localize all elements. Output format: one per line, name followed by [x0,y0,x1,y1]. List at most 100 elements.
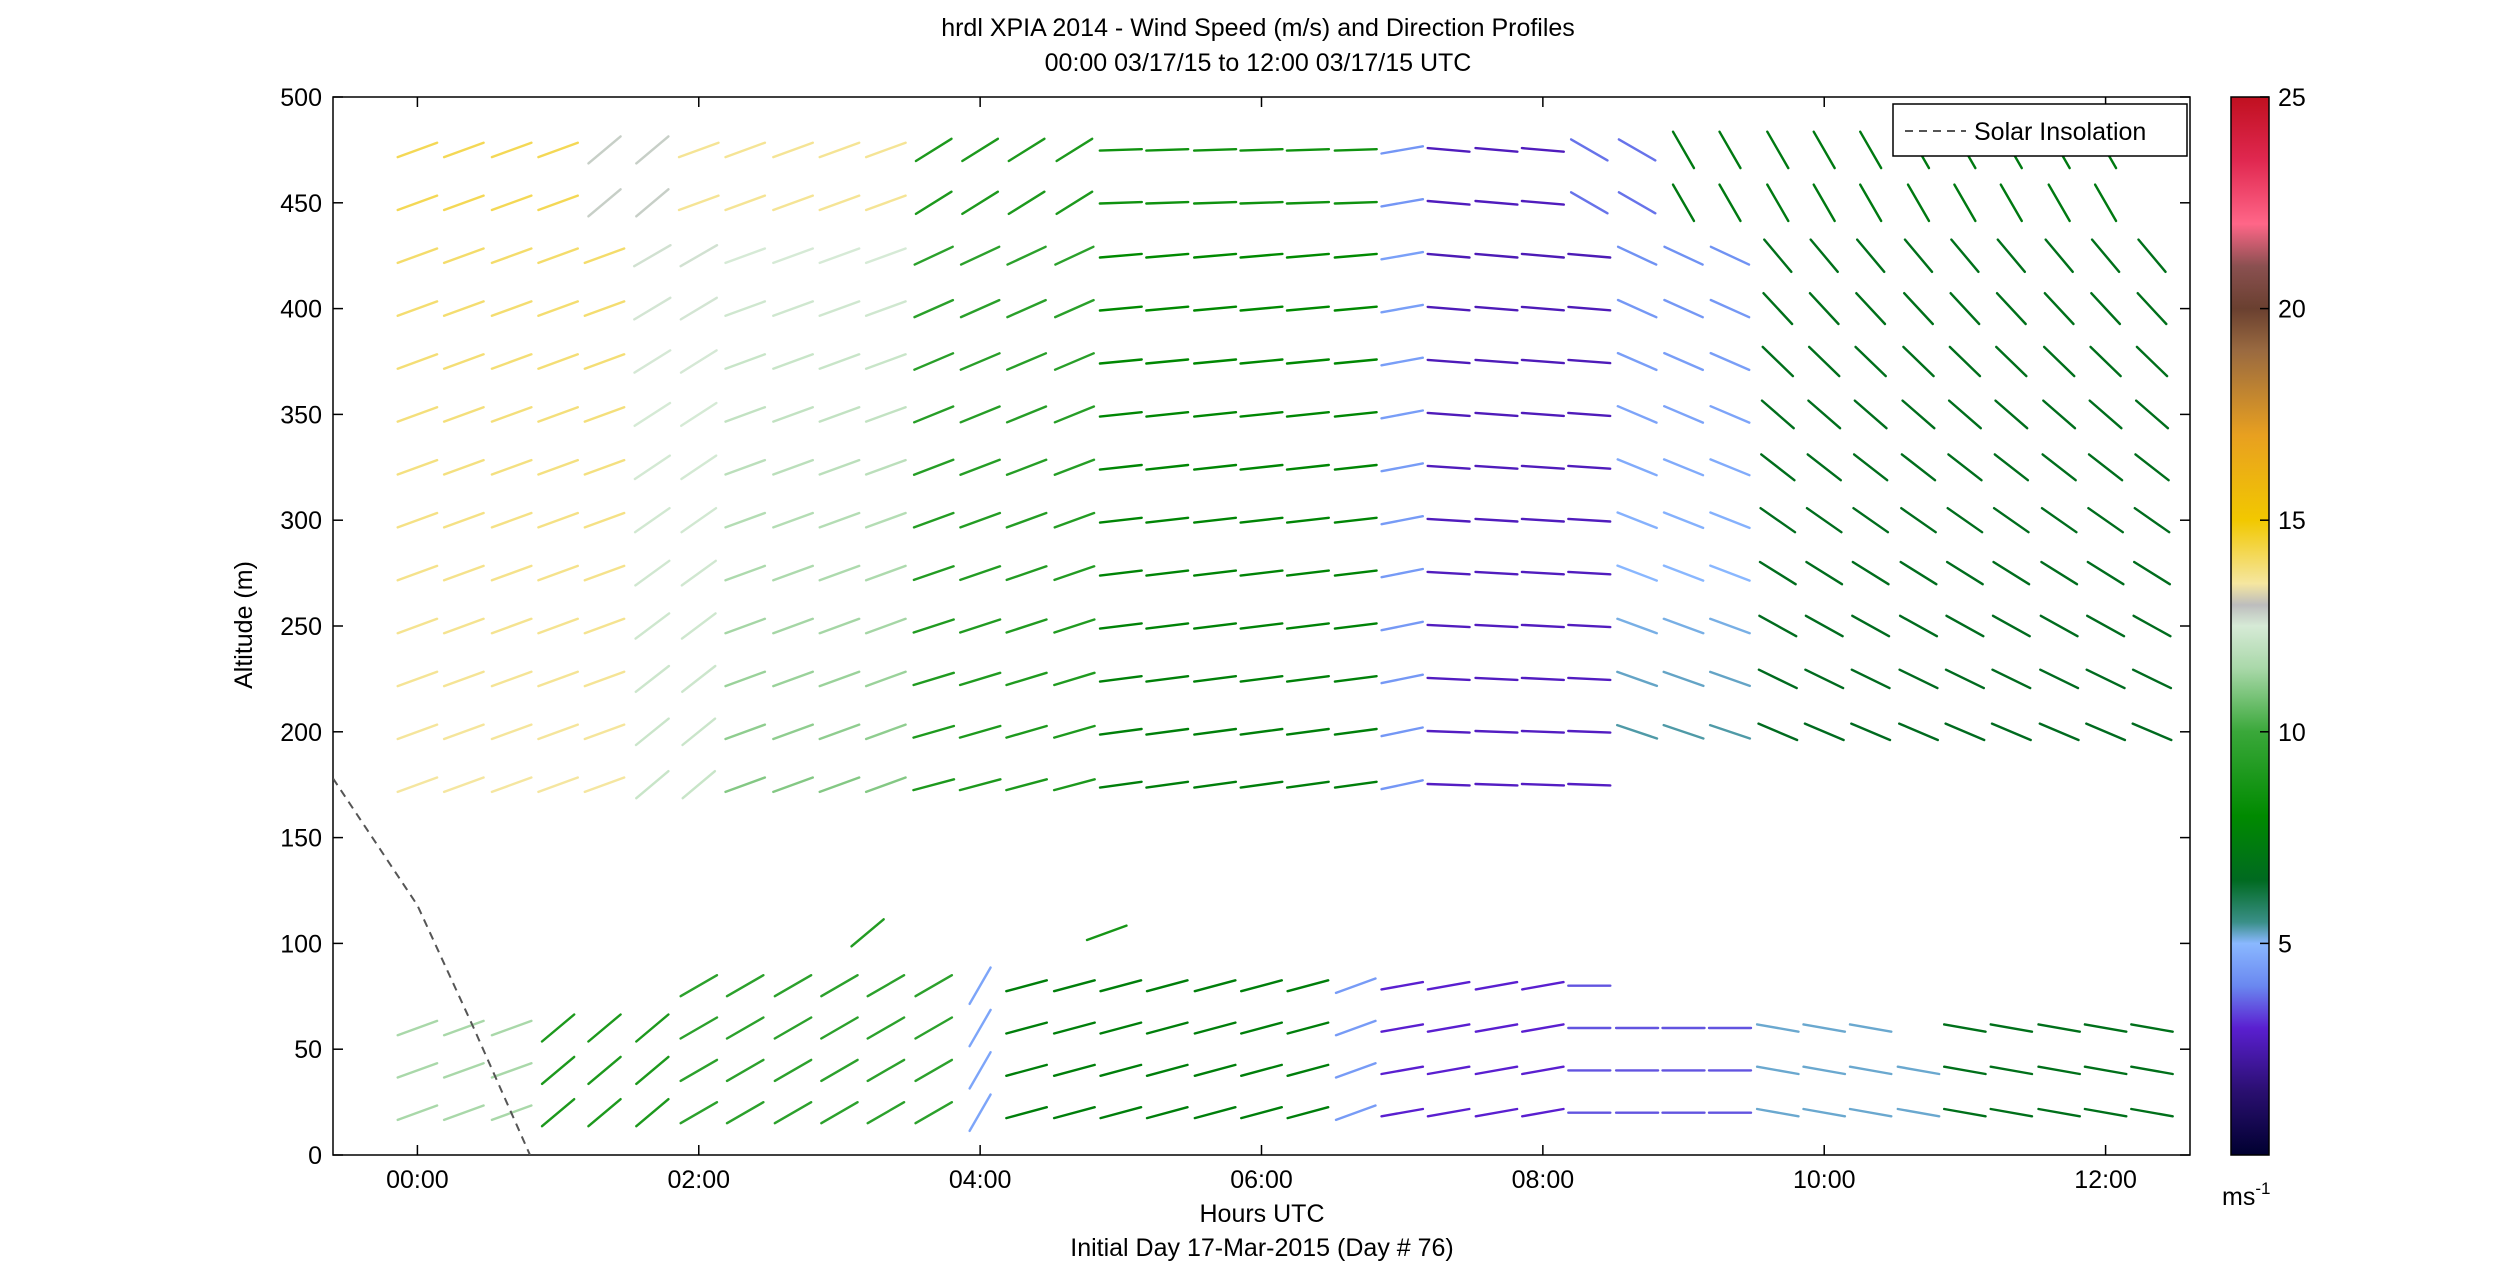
wind-barb [1616,351,1658,372]
wind-barb [1474,199,1519,206]
wind-barb [1380,356,1425,367]
wind-barb [490,670,533,688]
wind-barb [2083,1065,2128,1076]
wind-barb [1053,618,1096,634]
wind-barb [1567,782,1612,787]
wind-barb [1145,569,1190,577]
wind-barb [1989,1107,2034,1118]
wind-barb [1617,138,1657,162]
wind-barb [1334,1019,1377,1037]
wind-barb [1853,399,1888,430]
wind-barb [1945,614,1985,638]
wind-barb [1334,1061,1377,1079]
wind-barb [725,1016,765,1040]
wind-barb [1334,1104,1377,1122]
wind-barb [1380,1023,1425,1033]
wind-barb [583,406,626,423]
wind-barb [1426,358,1471,365]
wind-barb [540,1055,576,1086]
wind-barbs [396,130,2174,1133]
wind-barb [1333,411,1378,418]
wind-barb [1804,668,1845,690]
wind-barb [1005,778,1049,792]
wind-barb [681,770,717,800]
wind-barb [1991,668,2032,690]
wind-barb [587,1013,622,1043]
wind-barb [1803,722,1845,742]
wind-barb [1805,507,1843,534]
wind-barb [1239,1105,1284,1120]
wind-barb [633,349,672,374]
wind-barb [913,405,955,424]
wind-barb [1193,979,1237,993]
colorbar-unit-base: ms [2222,1183,2255,1211]
wind-barb [1854,345,1888,378]
wind-barb [2085,668,2126,690]
wind-barb [1520,1023,1565,1033]
wind-barb [1098,358,1143,365]
wind-barb [914,1058,954,1083]
wind-barb [396,670,439,688]
wind-barb [2083,1023,2128,1033]
wind-barb [1851,560,1890,586]
wind-barb [912,618,955,634]
colorbar-tick-label: 10 [2278,719,2306,747]
wind-barb [1145,1063,1189,1078]
wind-barb [1005,979,1049,993]
wind-barb [1239,200,1284,205]
wind-barb [583,458,626,476]
wind-barb [1755,1107,1800,1118]
wind-barb [1193,780,1238,789]
wind-barb [1380,197,1425,208]
wind-barb [1899,560,1938,586]
wind-barb [1426,980,1471,991]
wind-barb [1520,199,1566,206]
wind-barb [772,300,814,317]
wind-barb [1663,245,1704,266]
wind-barb [396,141,439,159]
x-axis-label: Hours UTC [1199,1200,1324,1228]
wind-barb [1567,729,1612,734]
x-tick-label: 12:00 [2074,1166,2137,1194]
solar-insolation-line [333,777,531,1155]
wind-barb [1426,146,1471,153]
wind-barb [2135,345,2169,378]
wind-barb [1380,515,1425,526]
wind-barb [1520,570,1566,576]
x-tick-label: 04:00 [949,1166,1012,1194]
wind-barb [772,564,814,582]
wind-barb [490,247,533,265]
wind-barb [1006,352,1048,371]
wind-barb [1758,560,1797,586]
wind-barb [1055,137,1094,163]
wind-barb [912,511,955,529]
wind-barb [914,974,954,998]
wind-barb [490,458,533,476]
wind-barb [1426,464,1471,470]
wind-barb [583,617,626,635]
wind-barb [396,1061,439,1079]
wind-barb [1662,511,1705,530]
wind-barb [1285,780,1330,789]
wind-barb [1098,252,1143,259]
wind-barb [490,353,533,370]
wind-barb [1098,411,1143,418]
wind-barb [1005,565,1048,582]
wind-barb [1663,298,1704,319]
wind-barb [2044,238,2074,273]
wind-barb [442,458,485,476]
y-tick-label: 100 [280,930,322,958]
wind-barb [1766,183,1790,223]
wind-barb [537,300,579,317]
wind-barb [442,353,485,370]
wind-barb [1758,614,1798,638]
wind-barb [1426,517,1471,523]
colorbar-tick-label: 20 [2278,296,2306,324]
wind-barb [681,664,717,693]
wind-barb [396,194,439,212]
wind-barb [396,1104,439,1122]
wind-barb [442,511,485,529]
wind-barb [2134,453,2170,482]
wind-barb [1616,564,1659,582]
wind-barb [773,974,813,998]
